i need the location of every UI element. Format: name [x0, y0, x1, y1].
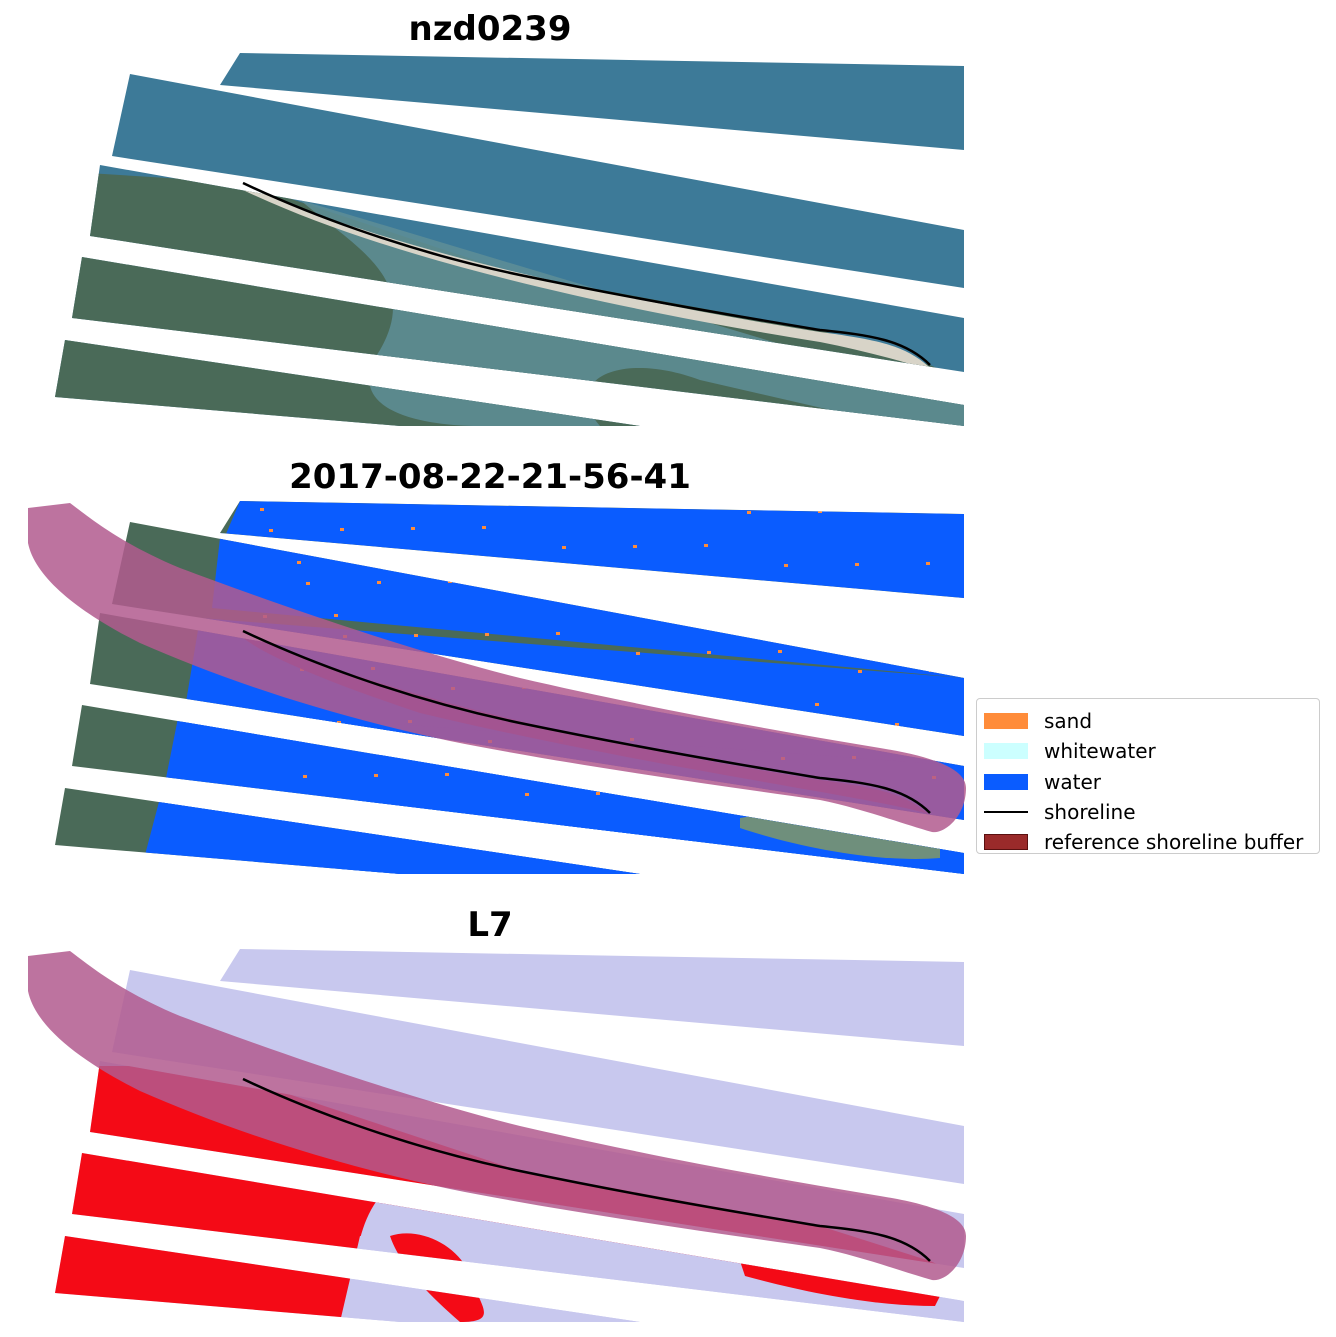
- legend-item: whitewater: [977, 736, 1319, 766]
- legend-item: water: [977, 767, 1319, 797]
- legend-swatch: [984, 743, 1028, 760]
- legend-label: water: [1044, 769, 1101, 794]
- legend-item: sand: [977, 706, 1319, 736]
- satellite-image: [55, 53, 964, 426]
- legend-label: reference shoreline buffer: [1044, 830, 1304, 855]
- shoreline-line: [242, 181, 931, 366]
- shoreline-line: [242, 629, 931, 814]
- classified-image-panel: [28, 501, 966, 874]
- legend-label: whitewater: [1044, 739, 1156, 764]
- panel-title-index: L7: [467, 905, 513, 945]
- reference-shoreline-buffer: [28, 951, 966, 1281]
- legend-label: sand: [1044, 709, 1093, 734]
- legend-item: reference shoreline buffer: [977, 827, 1319, 857]
- legend-item: shoreline: [977, 797, 1319, 827]
- index-image-panel: [28, 949, 966, 1322]
- rgb-image-panel: [55, 53, 964, 426]
- legend-swatch: [984, 834, 1028, 851]
- legend-swatch: [984, 811, 1028, 814]
- reference-shoreline-buffer: [28, 503, 966, 833]
- legend: sand whitewater water shoreline reference sh…: [976, 698, 1320, 854]
- legend-swatch: [984, 713, 1028, 730]
- panel-title-rgb: nzd0239: [408, 9, 572, 49]
- legend-swatch: [984, 773, 1028, 790]
- shoreline-line: [242, 1077, 931, 1262]
- legend-label: shoreline: [1044, 800, 1136, 825]
- panel-title-classified: 2017-08-22-21-56-41: [289, 457, 691, 497]
